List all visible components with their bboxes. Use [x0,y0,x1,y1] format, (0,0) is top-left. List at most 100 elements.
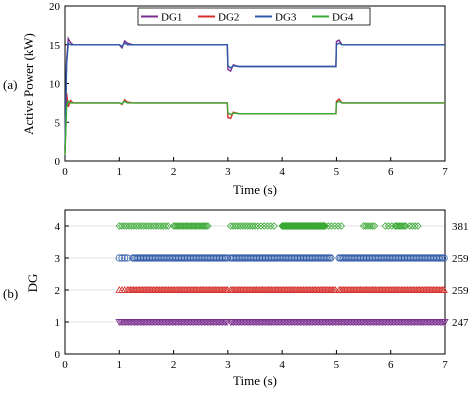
event-marker-dg4 [318,222,326,230]
legend-label-dg1: DG1 [161,12,182,24]
event-marker-dg4 [202,222,210,230]
event-marker-dg4 [368,222,377,230]
x-tick-label: 4 [279,166,285,178]
y-tick-label: 15 [49,40,61,52]
event-count-label-dg2: 259 [452,285,469,297]
event-marker-dg4 [397,222,405,230]
event-marker-dg4 [321,222,329,230]
event-marker-dg4 [226,222,235,230]
legend-box [137,7,371,26]
event-marker-dg4 [384,222,393,230]
x-tick-label: 5 [334,359,340,371]
event-count-label-dg3: 259 [452,253,469,265]
y-tick-label: 2 [55,285,61,297]
legend-label-dg3: DG3 [275,12,297,24]
panel-a-legend: DG1 DG2 DG3 DG4 [137,7,371,26]
x-tick-label: 3 [225,166,231,178]
panel-a-x-axis-label: Time (s) [233,182,277,197]
event-marker-dg3 [440,254,448,262]
event-marker-dg4 [270,222,278,230]
event-count-label-dg4: 381 [452,221,469,233]
event-marker-dg3 [118,254,126,262]
legend-label-dg4: DG4 [332,12,354,24]
event-marker-dg4 [327,222,336,230]
panel-b-label: (b) [3,286,18,301]
x-tick-label: 2 [171,166,177,178]
event-marker-dg4 [234,222,242,230]
event-marker-dg4 [204,222,212,230]
panel-b-event-markers [115,222,449,327]
y-tick-label: 10 [49,79,61,91]
event-marker-dg3 [121,254,129,262]
panel-b-x-ticks: 0 1 2 3 4 5 6 7 [62,350,448,371]
panel-b-y-axis-label: DG [25,274,40,293]
event-marker-dg1 [441,318,449,327]
event-marker-dg4 [331,222,339,230]
event-marker-dg4 [411,222,419,230]
event-marker-dg4 [395,222,404,230]
event-marker-dg4 [236,222,245,230]
series-line-dg2 [64,92,445,154]
event-marker-dg4 [117,222,126,230]
y-tick-label: 5 [55,117,61,129]
event-marker-dg4 [381,222,390,230]
event-marker-dg4 [115,222,124,230]
event-marker-dg4 [189,222,197,230]
panel-a-y-axis-label: Active Power (kW) [21,33,36,135]
event-marker-dg4 [229,222,237,230]
x-tick-label: 0 [62,166,68,178]
event-marker-dg4 [257,222,265,230]
event-marker-dg4 [182,222,191,230]
event-marker-dg4 [194,222,202,230]
event-marker-dg4 [414,222,422,230]
panel-a-y-ticks: 0 5 10 15 20 [49,1,69,168]
event-marker-dg4 [398,222,407,230]
series-line-dg1 [64,36,445,150]
event-marker-dg4 [260,222,268,230]
event-marker-dg4 [179,222,188,230]
x-tick-label: 7 [442,359,448,371]
event-marker-dg4 [392,222,400,230]
panel-b-plot-frame [64,209,446,355]
event-marker-dg4 [253,222,262,230]
event-marker-dg4 [157,222,165,230]
event-marker-dg4 [127,222,136,230]
event-count-label-dg1: 247 [452,317,469,329]
event-marker-dg4 [400,222,409,230]
event-marker-dg4 [173,222,181,230]
panel-a: 0 1 2 3 4 5 6 7 0 5 10 15 20 Time (s) Active Power … [3,1,448,197]
event-marker-dg4 [334,222,342,230]
panel-b-gridlines [65,225,445,323]
event-marker-dg3 [115,254,123,262]
event-marker-dg4 [200,222,209,230]
event-marker-dg4 [246,222,254,230]
panel-b-count-labels: 247 259 259 381 [452,221,469,329]
event-marker-dg4 [190,222,199,230]
event-marker-dg4 [243,222,252,230]
event-marker-dg4 [171,222,179,230]
event-marker-dg4 [144,222,153,230]
series-line-dg3 [64,41,445,152]
y-tick-label: 4 [55,221,61,233]
event-marker-dg4 [239,222,247,230]
event-marker-dg4 [251,222,259,230]
event-marker-dg4 [147,222,155,230]
panel-b-x-axis-label: Time (s) [233,373,277,388]
event-marker-dg4 [324,222,333,230]
panel-a-label: (a) [3,77,17,92]
event-marker-dg4 [241,222,249,230]
event-marker-dg4 [161,222,170,230]
x-tick-label: 6 [388,359,394,371]
series-line-dg4 [64,100,445,155]
event-marker-dg4 [135,222,143,230]
event-marker-dg4 [120,222,128,230]
x-tick-label: 3 [225,359,231,371]
event-marker-dg4 [177,222,186,230]
event-marker-dg4 [337,222,346,230]
legend-label-dg2: DG2 [218,12,239,24]
event-marker-dg4 [394,222,402,230]
event-marker-dg4 [154,222,163,230]
panel-b-y-ticks: 0 1 2 3 4 [55,221,69,361]
y-tick-label: 0 [55,156,61,168]
